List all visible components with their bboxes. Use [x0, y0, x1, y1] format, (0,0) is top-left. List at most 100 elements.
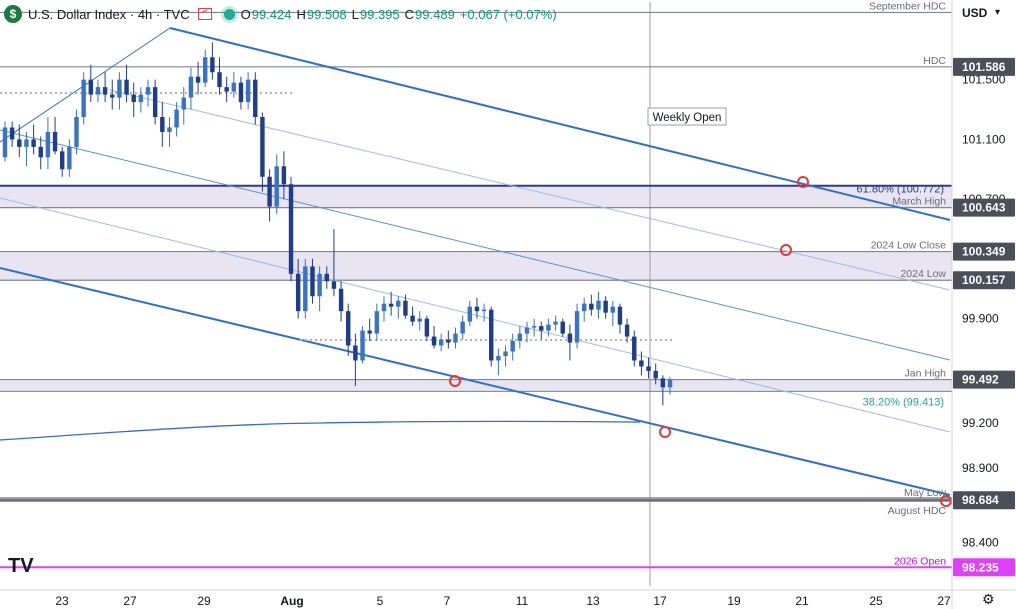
candle-body: [438, 339, 444, 346]
axis-price-tag: [953, 198, 1015, 217]
candle-body: [253, 79, 258, 118]
y-tick-label: 98.900: [962, 461, 999, 475]
chevron-down-icon[interactable]: ▾: [995, 7, 1001, 18]
y-tick-label: 98.400: [962, 536, 999, 550]
candle-body: [403, 300, 408, 316]
candle-body: [231, 82, 237, 92]
axis-price-tag-label: 98.684: [962, 493, 999, 507]
channel-quarter-high: [109, 89, 951, 291]
candle-body: [417, 318, 422, 322]
pivot-circle: [797, 176, 809, 188]
pivot-circle: [449, 375, 461, 387]
gear-icon[interactable]: ⚙: [982, 591, 995, 607]
candle-body: [245, 79, 251, 103]
candle-body: [489, 309, 494, 361]
candle-body: [610, 306, 616, 313]
candle-body: [59, 151, 65, 170]
candle-body: [260, 117, 265, 177]
zone-jan-high: [0, 379, 952, 392]
candle-body: [288, 184, 294, 274]
candle-body: [539, 326, 544, 331]
candle-body: [353, 345, 358, 361]
candle-body: [553, 321, 558, 325]
candle-body: [303, 266, 308, 312]
candle-body: [9, 127, 15, 140]
candle-body: [567, 333, 573, 343]
flag-icon[interactable]: [197, 8, 212, 20]
candle-body: [531, 326, 537, 328]
fib-618-label: 61.80% (100.772): [857, 183, 944, 195]
candle-body: [467, 306, 473, 322]
axis-price-tag-label: 101.586: [962, 60, 1006, 74]
fib-zone-upper: [0, 185, 952, 208]
candle-body: [81, 79, 86, 118]
candle-body: [174, 109, 179, 128]
candle-body: [331, 281, 337, 289]
candle-body: [310, 266, 315, 297]
level-label: August HDC: [888, 505, 947, 517]
candle-body: [474, 306, 480, 312]
high-key: H: [296, 6, 306, 22]
candle-body: [317, 273, 322, 297]
axis-price-tag-label: 100.643: [962, 201, 1006, 215]
candle-body: [145, 87, 151, 95]
candle-body: [632, 336, 637, 361]
axis-price-tag: [953, 370, 1015, 389]
x-tick-label: 25: [869, 594, 883, 608]
axis-price-tag-label: 99.492: [962, 373, 999, 387]
candle-body: [524, 327, 530, 334]
level-label: HDC: [923, 55, 946, 67]
candle-body: [2, 127, 8, 158]
tradingview-logo-icon: TV: [8, 555, 34, 577]
x-tick-label: 27: [937, 594, 951, 608]
candle-body: [453, 333, 458, 343]
high-value: 99.508: [306, 6, 347, 22]
pivot-circle: [780, 244, 792, 256]
candle-body: [410, 315, 415, 322]
candle-body: [346, 311, 351, 346]
candle-body: [617, 306, 623, 325]
level-label: Jan High: [905, 368, 947, 380]
candle-body: [431, 336, 437, 346]
candle-body: [102, 87, 108, 95]
candle-body: [388, 303, 394, 307]
candle-body: [267, 176, 272, 207]
candle-body: [381, 303, 387, 312]
candle-body: [181, 97, 186, 110]
channel-quarter-low: [0, 197, 951, 433]
candle-body: [224, 87, 229, 92]
level-label: 2026 Open: [894, 555, 946, 567]
x-tick-label: 29: [197, 594, 211, 608]
level-label: May Low: [904, 487, 946, 499]
candle-body: [481, 309, 487, 312]
candle-body: [138, 94, 144, 103]
open-value: 99.424: [251, 6, 292, 22]
currency-selector[interactable]: USD: [962, 6, 988, 20]
open-key: O: [240, 6, 251, 22]
candle-body: [596, 300, 601, 310]
axis-price-tag: [953, 242, 1015, 261]
candle-body: [281, 166, 287, 185]
y-tick-label: 101.100: [962, 132, 1006, 146]
candle-body: [396, 300, 401, 307]
candle-body: [195, 76, 201, 83]
candle-body: [17, 139, 22, 147]
market-status-icon: [223, 8, 235, 20]
y-tick-label: 101.500: [962, 73, 1006, 87]
change-value: +0.067 (+0.07%): [459, 6, 557, 22]
symbol-title[interactable]: U.S. Dollar Index · 4h · TVC: [28, 6, 190, 22]
candle-body: [131, 94, 136, 103]
candle-body: [581, 303, 587, 312]
candle-body: [667, 379, 673, 388]
candle-body: [24, 139, 29, 147]
level-label: 2024 Low: [900, 268, 946, 280]
candle-body: [124, 79, 129, 95]
x-tick-label: 19: [727, 594, 741, 608]
candle-body: [238, 82, 244, 103]
candle-body: [646, 366, 651, 371]
candle-body: [160, 117, 165, 132]
candle-body: [639, 360, 644, 367]
candle-body: [574, 311, 580, 343]
